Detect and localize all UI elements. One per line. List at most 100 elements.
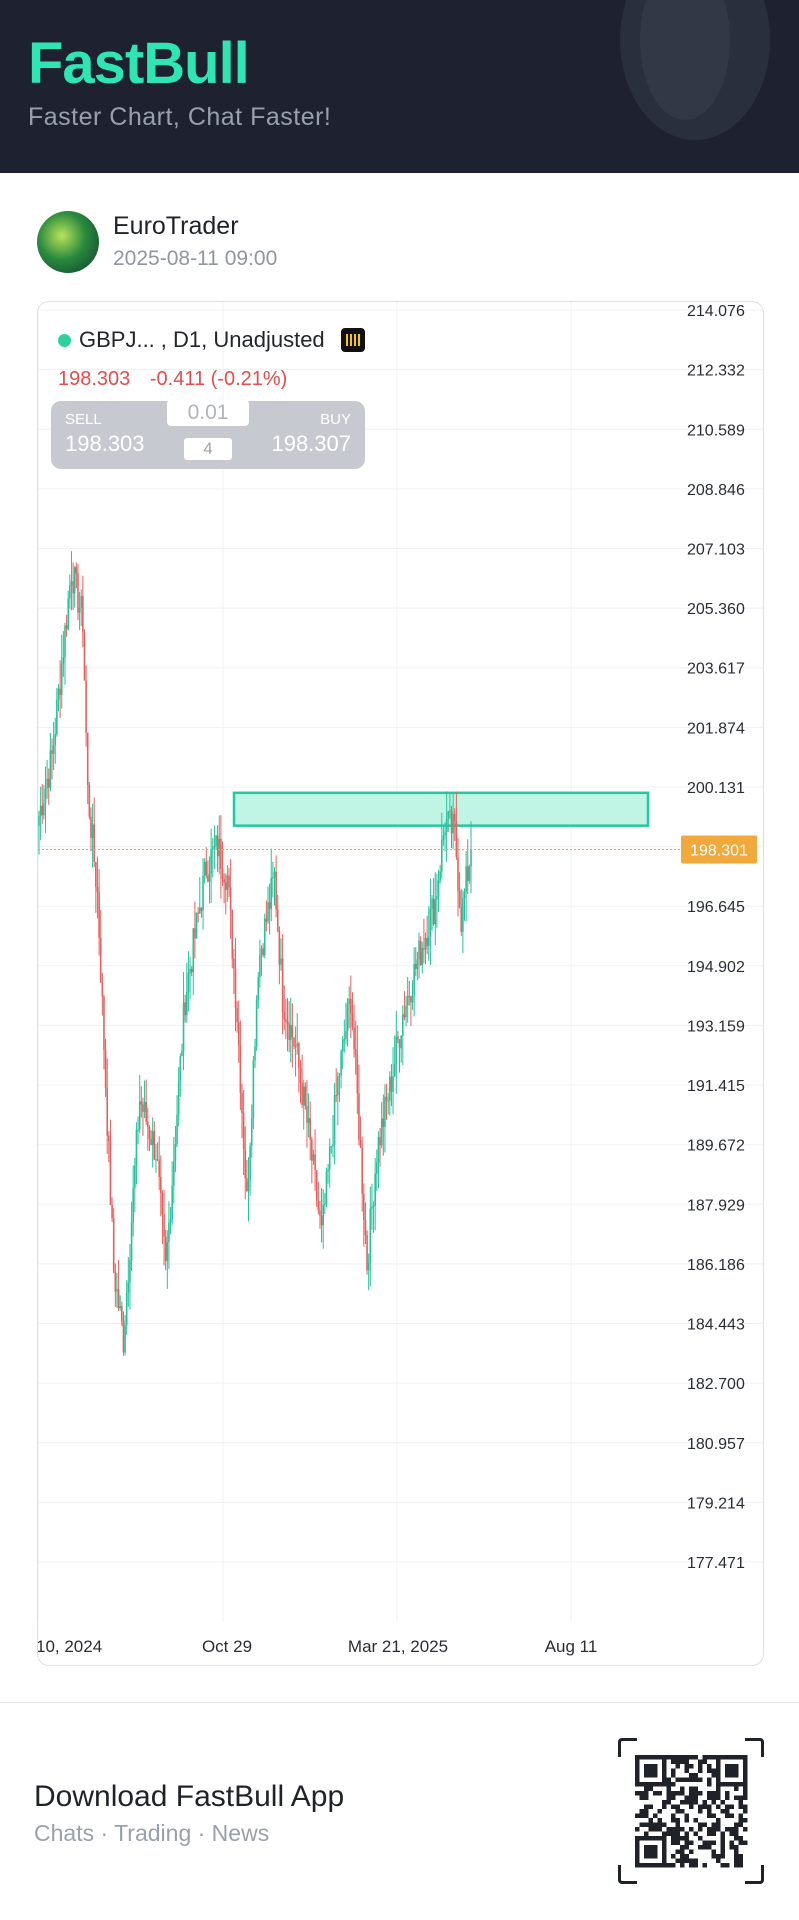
- candle-body: [134, 1165, 136, 1189]
- candle-body: [242, 1113, 245, 1150]
- candle-body: [67, 598, 70, 630]
- candle-body: [294, 1046, 297, 1048]
- candle-body: [39, 805, 42, 816]
- brand-logo[interactable]: FastBull: [28, 31, 250, 96]
- candle-body: [83, 632, 86, 681]
- y-tick-label: 193.159: [687, 1018, 745, 1035]
- candle-body: [166, 1242, 169, 1261]
- candle-body: [280, 958, 282, 965]
- candle-body: [122, 1321, 125, 1353]
- post-date: 2025-08-11 09:00: [113, 247, 278, 270]
- candle-body: [142, 1104, 144, 1112]
- candle-body: [429, 908, 432, 937]
- candlestick-chart[interactable]: 214.076 212.332 210.589 208.846 207.103 205.3…: [38, 302, 763, 1665]
- symbol-label[interactable]: GBPJ...: [79, 327, 155, 352]
- lot-size-input[interactable]: 0.01: [167, 400, 249, 426]
- sell-label[interactable]: SELL: [65, 411, 102, 428]
- candle-body: [38, 815, 40, 827]
- candle-body: [289, 1024, 292, 1041]
- candle-body: [236, 1007, 238, 1023]
- candle-body: [445, 819, 448, 833]
- candle-body: [124, 1325, 126, 1353]
- candle-body: [145, 1101, 147, 1122]
- candle-body: [263, 918, 266, 956]
- candle-body: [432, 898, 435, 925]
- y-tick-label: 179.214: [687, 1495, 745, 1512]
- candle-body: [367, 1262, 370, 1271]
- candle-body: [424, 937, 427, 950]
- candle-body: [315, 1170, 318, 1201]
- candle-body: [228, 875, 230, 888]
- author-name[interactable]: EuroTrader: [113, 212, 239, 240]
- candle-body: [427, 936, 430, 946]
- x-tick-label: Aug 11: [545, 1637, 598, 1656]
- candle-body: [380, 1118, 383, 1146]
- buy-price[interactable]: 198.307: [271, 431, 351, 456]
- candle-body: [112, 1218, 115, 1272]
- candle-body: [147, 1121, 149, 1128]
- candle-body: [452, 813, 454, 834]
- x-tick-label: Oct 29: [202, 1637, 252, 1656]
- candle-body: [267, 902, 269, 922]
- timeframe-label: , D1, Unadjusted: [160, 327, 325, 352]
- y-tick-label: 200.131: [687, 780, 745, 797]
- candle-body: [255, 1000, 258, 1047]
- candle-body: [46, 778, 48, 789]
- candle-body: [169, 1219, 172, 1223]
- candle-body: [200, 907, 203, 911]
- audio-wave-icon[interactable]: [340, 328, 365, 352]
- candle-body: [158, 1160, 160, 1177]
- y-tick-label: 177.471: [687, 1555, 745, 1572]
- candle-body: [109, 1141, 112, 1205]
- candle-body: [127, 1282, 130, 1293]
- qr-code-icon[interactable]: [618, 1738, 764, 1884]
- candle-body: [470, 849, 472, 867]
- candle-body: [278, 930, 281, 965]
- candle-body: [138, 1101, 141, 1130]
- candle-body: [322, 1205, 325, 1226]
- candle-body: [366, 1235, 368, 1271]
- candle-body: [49, 750, 52, 788]
- avatar[interactable]: [37, 211, 99, 273]
- chart-card[interactable]: 214.076 212.332 210.589 208.846 207.103 205.3…: [37, 301, 764, 1666]
- candle-body: [82, 595, 84, 633]
- candle-body: [291, 1024, 294, 1038]
- buy-label[interactable]: BUY: [320, 411, 351, 428]
- candle-body: [137, 1129, 139, 1131]
- y-tick-label: 201.874: [687, 720, 745, 737]
- candle-body: [221, 868, 224, 879]
- sell-price[interactable]: 198.303: [65, 431, 145, 456]
- candle-body: [384, 1096, 386, 1128]
- y-tick-label: 196.645: [687, 899, 745, 916]
- candle-body: [98, 892, 100, 939]
- candle-body: [434, 899, 437, 925]
- candle-body: [283, 1012, 286, 1020]
- y-tick-label: 210.589: [687, 422, 745, 439]
- candle-body: [80, 595, 83, 608]
- x-tick-label: 10, 2024: [38, 1637, 102, 1656]
- candle-body: [54, 733, 57, 745]
- candle-body: [320, 1215, 323, 1226]
- candle-body: [369, 1208, 372, 1263]
- y-tick-label: 212.332: [687, 363, 745, 380]
- candle-body: [161, 1192, 164, 1215]
- candle-body: [213, 845, 216, 848]
- candle-body: [155, 1159, 157, 1161]
- candle-body: [388, 1076, 391, 1101]
- candle-body: [350, 999, 352, 1014]
- candle-body: [288, 1023, 290, 1041]
- candle-body: [210, 850, 212, 874]
- candle-body: [108, 1135, 110, 1142]
- candle-body: [442, 835, 445, 840]
- candle-body: [111, 1204, 113, 1219]
- candle-body: [364, 1220, 367, 1236]
- download-title[interactable]: Download FastBull App: [34, 1780, 345, 1813]
- candle-body: [463, 891, 466, 899]
- candle-body: [220, 838, 222, 869]
- candle-body: [60, 663, 63, 695]
- candle-body: [372, 1205, 375, 1207]
- candle-body: [387, 1100, 389, 1102]
- candle-body: [41, 805, 44, 816]
- candle-body: [299, 1068, 302, 1083]
- y-tick-label: 182.700: [687, 1376, 745, 1393]
